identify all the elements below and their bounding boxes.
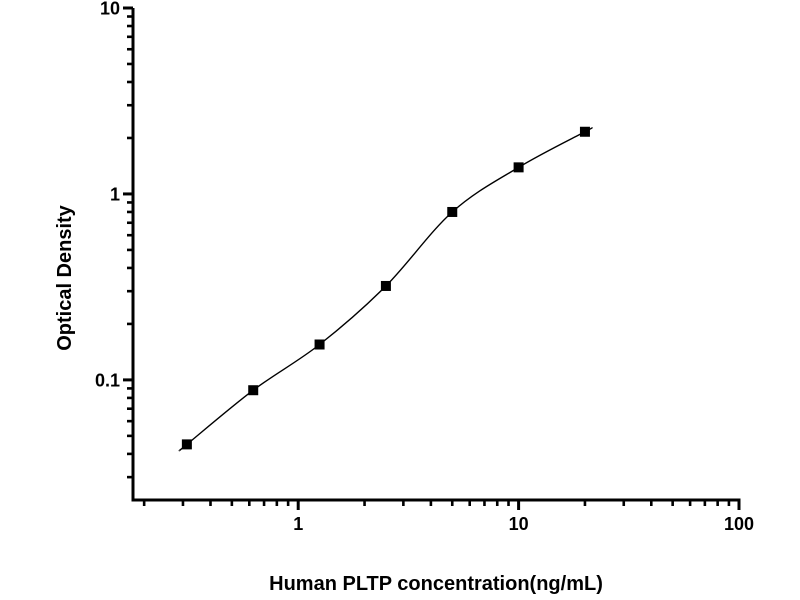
y-tick-label: 0.1 bbox=[95, 370, 120, 390]
x-tick-label: 1 bbox=[293, 514, 303, 534]
y-axis-title: Optical Density bbox=[54, 204, 76, 350]
y-tick-label: 10 bbox=[100, 0, 120, 19]
x-tick-label: 10 bbox=[509, 514, 529, 534]
x-axis-title: Human PLTP concentration(ng/mL) bbox=[269, 573, 603, 595]
data-point-marker bbox=[181, 439, 192, 450]
data-point-marker bbox=[314, 339, 325, 350]
data-point-marker bbox=[513, 162, 524, 173]
tick-layer: 1 10 100 0.1 1 10 bbox=[95, 0, 754, 534]
x-tick-label: 100 bbox=[724, 514, 754, 534]
data-points-layer bbox=[181, 126, 590, 450]
data-point-marker bbox=[380, 280, 391, 291]
data-point-marker bbox=[248, 385, 259, 396]
axes-layer bbox=[131, 8, 741, 502]
data-point-marker bbox=[579, 126, 590, 137]
y-tick-label: 1 bbox=[110, 184, 120, 204]
data-point-marker bbox=[447, 206, 458, 217]
